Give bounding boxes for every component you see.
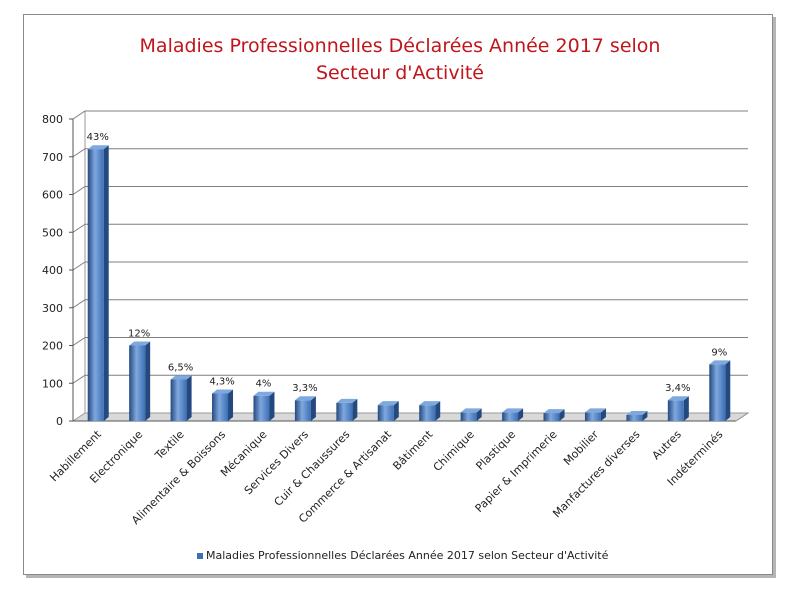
gridline: [72, 148, 748, 158]
bar-side: [642, 410, 648, 421]
gridline: [72, 223, 748, 233]
bar-side: [310, 396, 316, 421]
data-label: 4%: [256, 379, 272, 390]
y-tick-label: 500: [42, 226, 63, 239]
data-label: 43%: [87, 132, 109, 143]
x-tick-label: Cuir & Chaussures: [272, 428, 353, 509]
bar-top: [584, 408, 606, 413]
data-label: 3,4%: [665, 383, 690, 394]
bar-side: [435, 401, 441, 421]
bar-side: [600, 408, 606, 421]
x-tick-label: Autres: [650, 428, 685, 463]
bar-top: [87, 145, 109, 150]
bar-top: [294, 396, 316, 401]
y-tick-label: 300: [42, 302, 63, 315]
gridline: [72, 261, 748, 271]
legend: Maladies Professionnelles Déclarées Anné…: [197, 549, 608, 562]
bar-side: [103, 145, 109, 421]
bar: [543, 413, 560, 421]
data-label: 4,3%: [209, 376, 234, 387]
bar-top: [543, 409, 565, 414]
gridline: [72, 374, 748, 384]
bar-top: [212, 389, 234, 394]
chart-title: Maladies Professionnelles Déclarées Anné…: [60, 33, 740, 87]
bar-top: [170, 375, 192, 380]
data-label: 3,3%: [292, 383, 317, 394]
bar: [584, 412, 601, 421]
legend-swatch: [197, 553, 203, 559]
bar-side: [725, 360, 731, 421]
y-tick-label: 100: [42, 377, 63, 390]
bar: [170, 379, 187, 421]
bar: [129, 345, 146, 421]
y-tick-label: 200: [42, 340, 63, 353]
gridline: [72, 337, 748, 346]
gridline: [72, 299, 748, 309]
bar-top: [377, 401, 399, 406]
data-label: 12%: [128, 329, 150, 340]
bar-side: [269, 391, 275, 421]
data-label: 6,5%: [168, 362, 193, 373]
bar-side: [518, 408, 524, 421]
bar-top: [419, 401, 441, 406]
bar: [87, 149, 104, 421]
bar: [336, 402, 353, 421]
bar-side: [186, 375, 192, 421]
chart-title-line1: Maladies Professionnelles Déclarées Anné…: [139, 35, 661, 57]
bar-side: [683, 396, 689, 421]
bar-side: [559, 409, 565, 421]
bar: [294, 400, 311, 421]
chart-title-line2: Secteur d'Activité: [315, 62, 484, 84]
bar-top: [253, 391, 275, 396]
x-tick-label: Mobilier: [561, 428, 601, 468]
x-tick-label: Papier & Imprimerie: [473, 428, 560, 515]
bar: [212, 393, 229, 421]
bar-top: [129, 341, 151, 346]
bar-top: [502, 408, 524, 413]
gridline: [72, 110, 748, 120]
bar: [709, 364, 726, 421]
floor-right-edge: [735, 412, 749, 422]
bar: [626, 414, 643, 421]
bar-top: [667, 396, 689, 401]
bar-side: [352, 398, 358, 421]
frame-shadow-bottom: [26, 575, 776, 578]
y-tick-label: 0: [56, 415, 63, 428]
x-tick-label: Textile: [152, 428, 187, 463]
bar-side: [393, 401, 399, 421]
bar: [667, 400, 684, 421]
bar-top: [626, 410, 648, 415]
y-tick-label: 600: [42, 189, 63, 202]
bar-side: [228, 389, 234, 421]
y-tick-label: 700: [42, 151, 63, 164]
bar: [377, 405, 394, 421]
y-tick-label: 400: [42, 264, 63, 277]
bar: [460, 412, 477, 421]
bar: [253, 395, 270, 421]
x-tick-label: Bâtiment: [390, 427, 435, 472]
bar-side: [476, 408, 482, 421]
frame-shadow-right: [773, 17, 776, 578]
y-tick-label: 800: [42, 113, 63, 126]
bar-top: [709, 360, 731, 365]
bar: [502, 412, 519, 421]
legend-label: Maladies Professionnelles Déclarées Anné…: [206, 549, 609, 562]
bar-side: [145, 341, 151, 421]
gridline: [72, 186, 748, 195]
data-label: 9%: [711, 347, 727, 358]
chart-frame: [23, 14, 773, 575]
x-tick-label: Chimique: [431, 428, 477, 474]
bar-top: [460, 408, 482, 413]
bar-top: [336, 398, 358, 403]
bar: [419, 405, 436, 421]
